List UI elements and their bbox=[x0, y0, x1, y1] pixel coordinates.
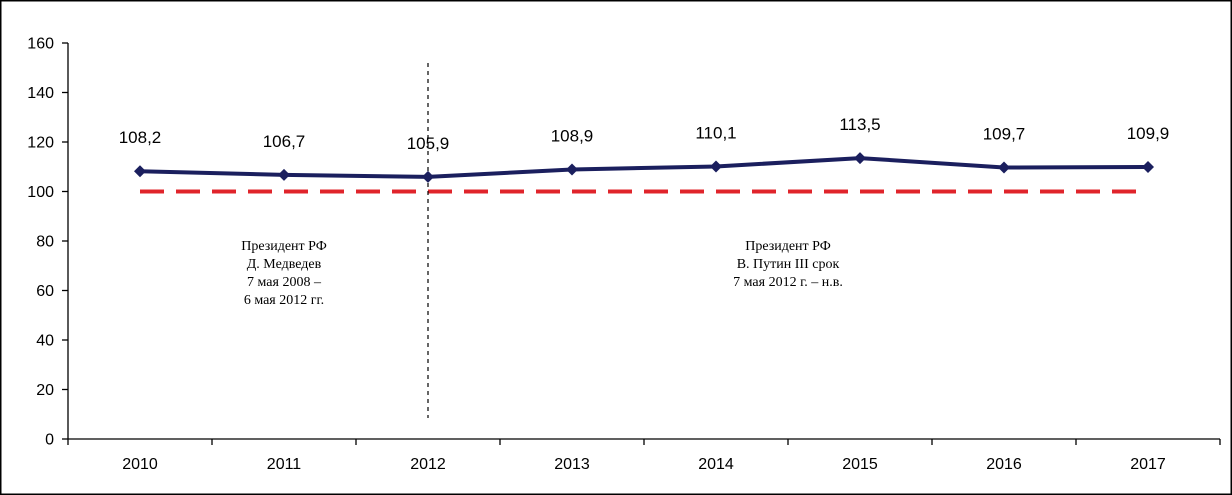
y-tick-label: 60 bbox=[36, 283, 54, 300]
data-label: 106,7 bbox=[263, 132, 306, 151]
annotation-line: 7 мая 2008 – bbox=[247, 275, 322, 290]
data-label: 109,7 bbox=[983, 124, 1026, 143]
annotation-line: Президент РФ bbox=[241, 239, 327, 254]
annotation-line: В. Путин III срок bbox=[737, 257, 840, 272]
y-tick-label: 0 bbox=[45, 432, 54, 449]
data-point-marker bbox=[422, 170, 434, 183]
data-point-marker bbox=[278, 168, 290, 181]
y-tick-label: 120 bbox=[27, 135, 54, 152]
y-tick-label: 100 bbox=[27, 184, 54, 201]
annotation-putin-term: Президент РФ В. Путин III срок 7 мая 2012 … bbox=[733, 239, 843, 290]
x-tick-label: 2014 bbox=[698, 456, 734, 473]
data-point-marker bbox=[710, 160, 722, 173]
data-label: 105,9 bbox=[407, 134, 450, 153]
y-tick-label: 160 bbox=[27, 36, 54, 53]
data-point-marker bbox=[998, 161, 1010, 174]
x-tick-label: 2017 bbox=[1130, 456, 1166, 473]
x-tick-label: 2016 bbox=[986, 456, 1022, 473]
x-tick-label: 2015 bbox=[842, 456, 878, 473]
y-tick-label: 40 bbox=[36, 333, 54, 350]
axes: 0 20 40 60 80 100 120 140 160 2010 2011 2012 2013 201… bbox=[27, 36, 1221, 473]
data-point-marker bbox=[134, 165, 146, 178]
x-tick-label: 2011 bbox=[267, 456, 302, 473]
data-point-marker bbox=[566, 163, 578, 176]
data-point-marker bbox=[854, 152, 866, 165]
annotations-layer: Президент РФ Д. Медведев 7 мая 2008 – 6 мая… bbox=[241, 239, 843, 308]
data-label: 108,2 bbox=[119, 128, 162, 147]
x-tick-label: 2010 bbox=[122, 456, 158, 473]
x-tick-label: 2012 bbox=[410, 456, 446, 473]
y-tick-label: 80 bbox=[36, 234, 54, 251]
annotation-line: 6 мая 2012 гг. bbox=[244, 293, 324, 308]
data-label: 108,9 bbox=[551, 126, 594, 145]
series-layer bbox=[134, 152, 1154, 183]
y-tick-label: 20 bbox=[36, 382, 54, 399]
annotation-line: Президент РФ bbox=[745, 239, 831, 254]
data-labels-layer: 108,2 106,7 105,9 108,9 110,1 113,5 109,7 109,9 bbox=[119, 115, 1170, 153]
y-tick-label: 140 bbox=[27, 85, 54, 102]
annotation-line: Д. Медведев bbox=[247, 257, 322, 272]
x-tick-label: 2013 bbox=[554, 456, 590, 473]
series-line bbox=[139, 156, 1149, 179]
data-label: 110,1 bbox=[695, 124, 736, 143]
annotation-medvedev-term: Президент РФ Д. Медведев 7 мая 2008 – 6 мая… bbox=[241, 239, 327, 308]
data-label: 113,5 bbox=[839, 115, 880, 134]
data-point-marker bbox=[1142, 160, 1154, 173]
annotation-line: 7 мая 2012 г. – н.в. bbox=[733, 275, 843, 290]
data-label: 109,9 bbox=[1127, 124, 1170, 143]
